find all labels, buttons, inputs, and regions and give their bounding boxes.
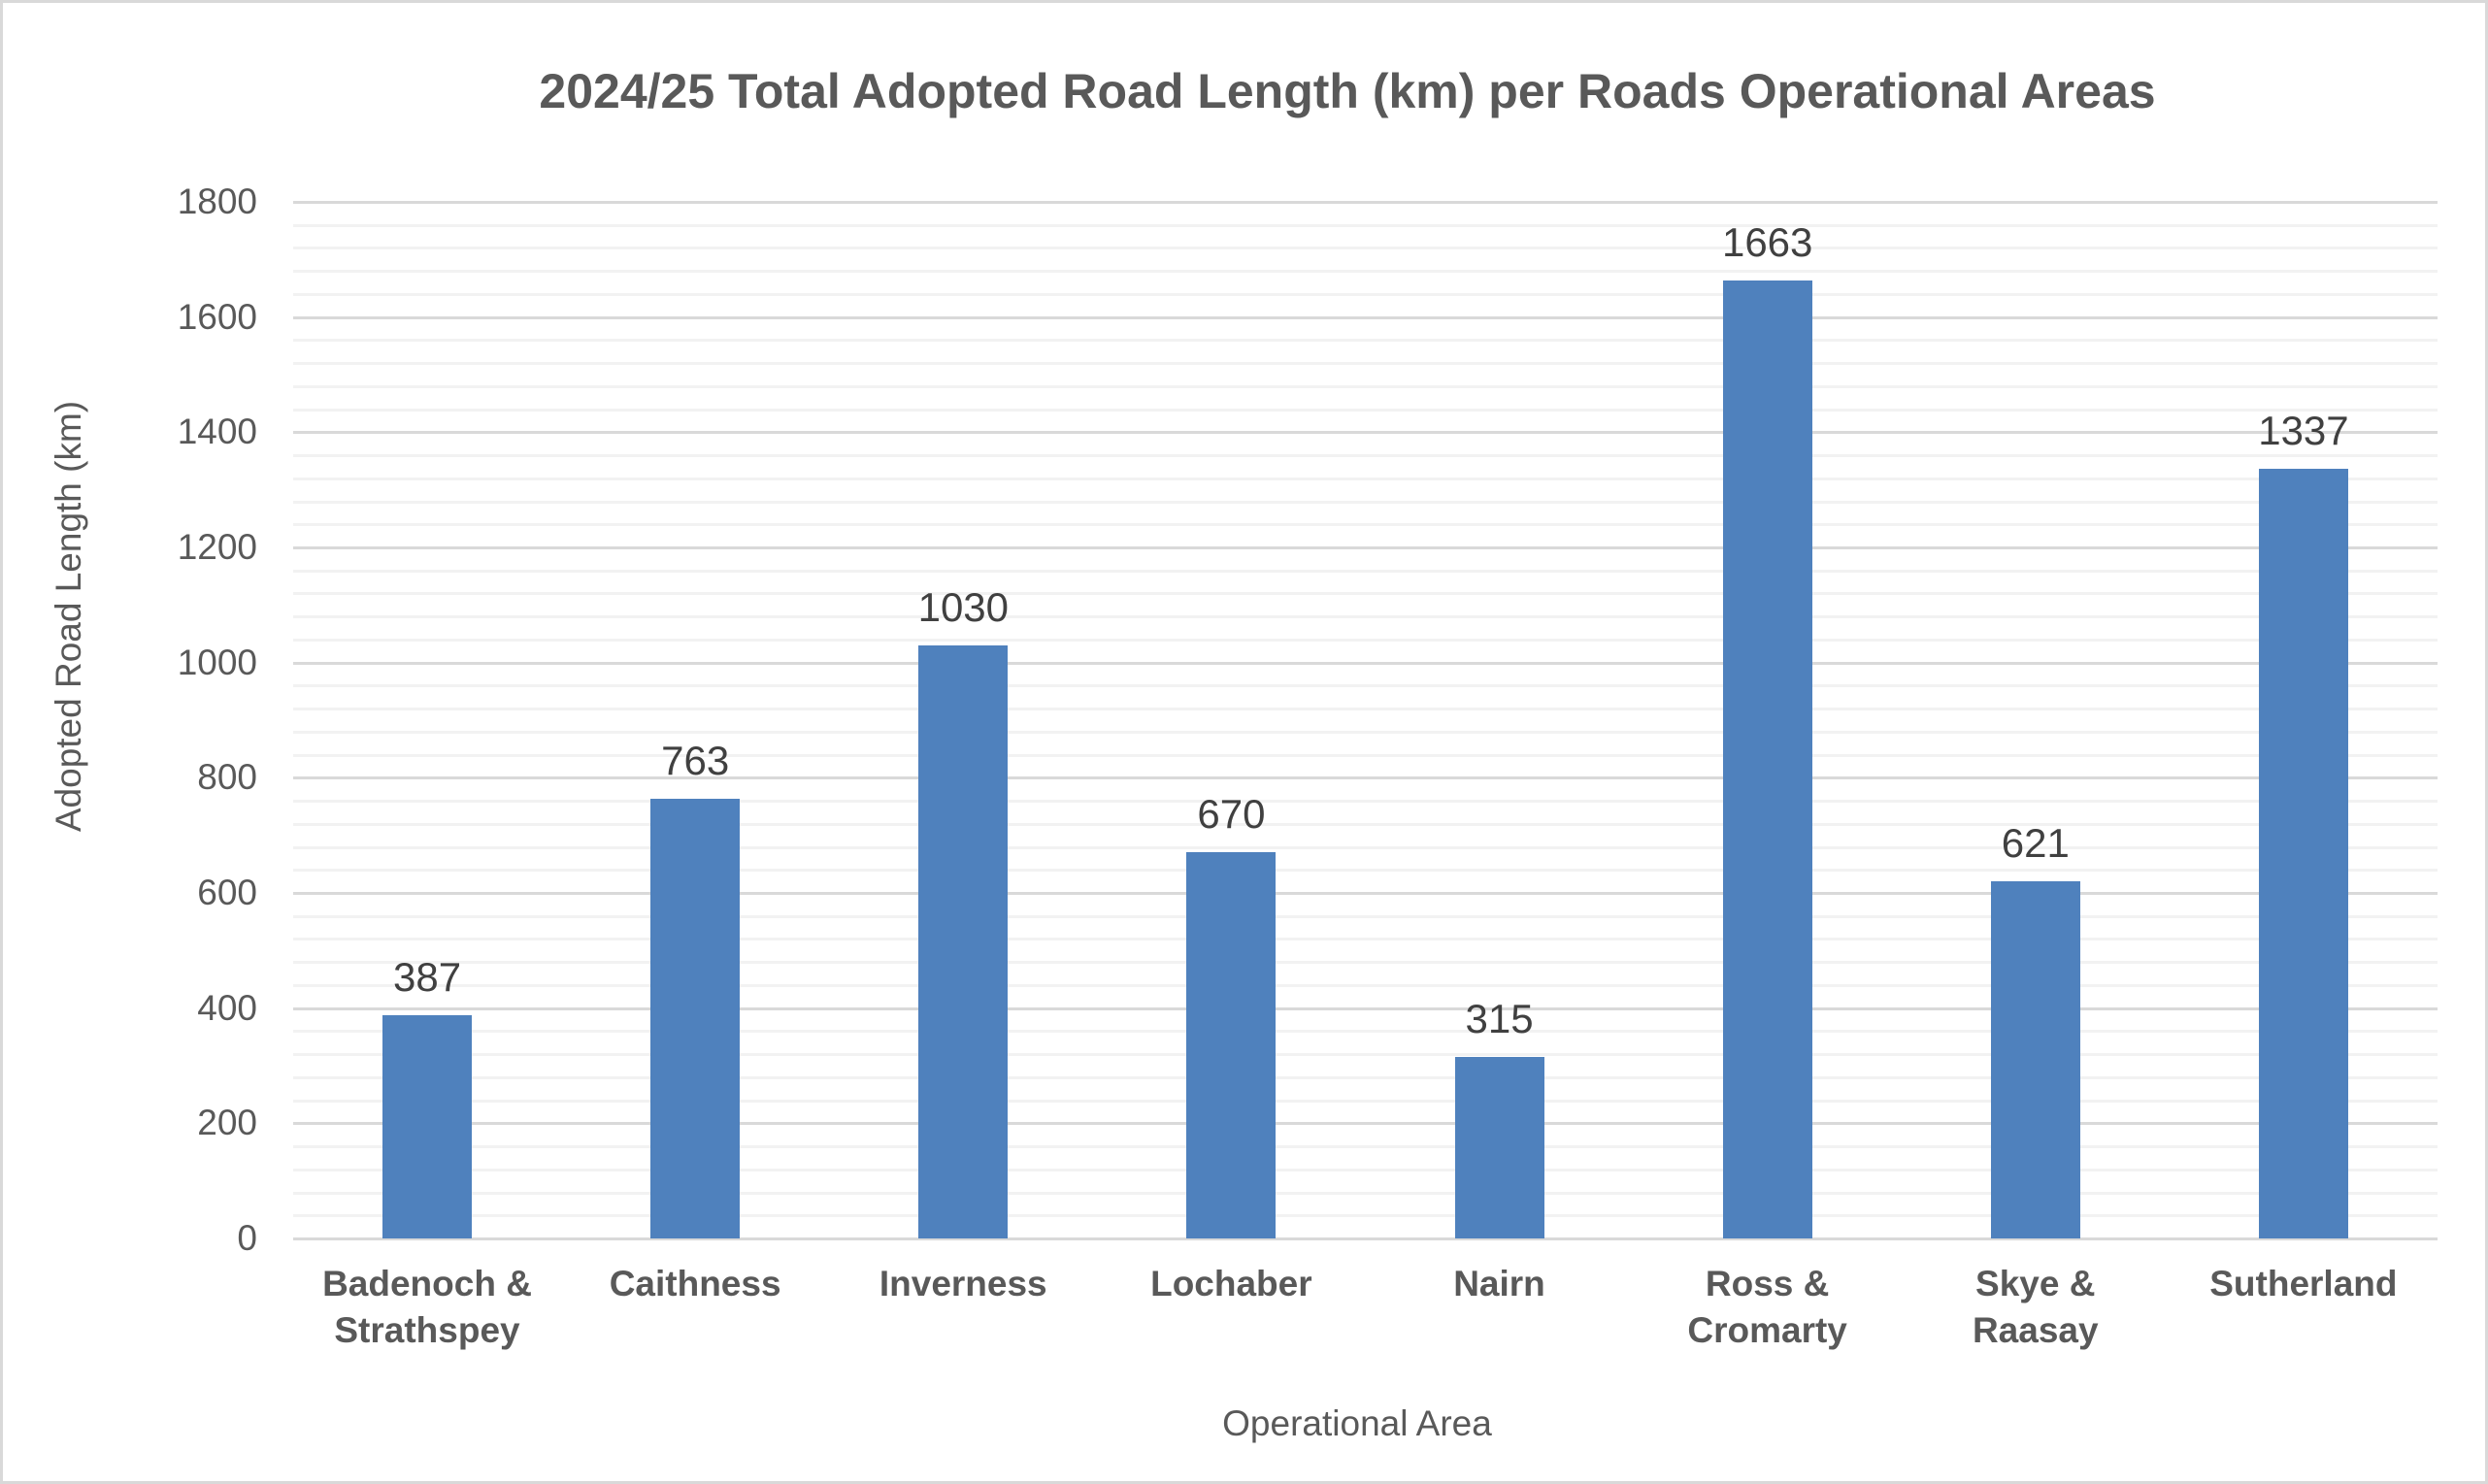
- x-category-label: Skye & Raasay: [1902, 1261, 2170, 1354]
- minor-gridline: [293, 247, 2438, 250]
- data-label: 1337: [2258, 407, 2349, 453]
- y-tick-label: 0: [237, 1218, 257, 1258]
- data-label: 315: [1465, 996, 1534, 1042]
- major-gridline: [293, 1237, 2438, 1240]
- data-label: 763: [661, 738, 730, 784]
- minor-gridline: [293, 500, 2438, 504]
- minor-gridline: [293, 983, 2438, 987]
- minor-gridline: [293, 684, 2438, 688]
- data-label: 1663: [1721, 219, 1813, 266]
- minor-gridline: [293, 914, 2438, 918]
- x-category-label: Badenoch & Strathspey: [293, 1261, 561, 1354]
- y-tick-label: 1000: [177, 642, 257, 682]
- minor-gridline: [293, 638, 2438, 642]
- x-category-label: Lochaber: [1097, 1261, 1365, 1307]
- major-gridline: [293, 892, 2438, 895]
- minor-gridline: [293, 569, 2438, 573]
- bar: [1990, 880, 2080, 1238]
- x-category-label-line: Sutherland: [2209, 1264, 2398, 1303]
- y-tick-label: 1400: [177, 412, 257, 452]
- minor-gridline: [293, 292, 2438, 296]
- bar: [918, 644, 1009, 1238]
- minor-gridline: [293, 938, 2438, 941]
- minor-gridline: [293, 477, 2438, 480]
- chart-title: 2024/25 Total Adopted Road Length (km) p…: [539, 64, 2156, 118]
- minor-gridline: [293, 1099, 2438, 1103]
- minor-gridline: [293, 869, 2438, 873]
- x-category-label-line: Inverness: [879, 1264, 1047, 1303]
- y-tick-label: 800: [197, 757, 257, 798]
- major-gridline: [293, 315, 2438, 319]
- minor-gridline: [293, 961, 2438, 965]
- x-category-label: Caithness: [561, 1261, 829, 1307]
- y-tick-label: 400: [197, 987, 257, 1028]
- data-label: 1030: [917, 583, 1010, 630]
- major-gridline: [293, 201, 2438, 204]
- minor-gridline: [293, 523, 2438, 527]
- bar: [382, 1015, 473, 1238]
- minor-gridline: [293, 1168, 2438, 1171]
- major-gridline: [293, 661, 2438, 665]
- minor-gridline: [293, 753, 2438, 757]
- major-gridline: [293, 546, 2438, 549]
- minor-gridline: [293, 822, 2438, 826]
- minor-gridline: [293, 339, 2438, 343]
- minor-gridline: [293, 408, 2438, 412]
- x-category-label: Nairn: [1366, 1261, 1634, 1307]
- minor-gridline: [293, 1214, 2438, 1218]
- x-category-label-line: Raasay: [1972, 1310, 2099, 1350]
- minor-gridline: [293, 1053, 2438, 1057]
- minor-gridline: [293, 1075, 2438, 1079]
- bar: [2258, 468, 2348, 1238]
- data-label: 621: [2001, 819, 2070, 866]
- x-category-label-line: Badenoch &: [322, 1264, 532, 1303]
- x-category-label: Ross & Cromarty: [1634, 1261, 1902, 1354]
- minor-gridline: [293, 592, 2438, 596]
- x-category-label-line: Lochaber: [1150, 1264, 1312, 1303]
- x-category-label-line: Nairn: [1453, 1264, 1545, 1303]
- bar: [650, 799, 741, 1238]
- minor-gridline: [293, 730, 2438, 734]
- minor-gridline: [293, 1145, 2438, 1149]
- y-tick-label: 600: [197, 873, 257, 912]
- minor-gridline: [293, 708, 2438, 711]
- y-tick-label: 1600: [177, 296, 257, 337]
- bar: [1722, 280, 1812, 1238]
- minor-gridline: [293, 223, 2438, 227]
- minor-gridline: [293, 845, 2438, 849]
- major-gridline: [293, 776, 2438, 780]
- data-label: 387: [393, 954, 462, 1001]
- y-tick-label: 1800: [177, 181, 257, 221]
- x-axis-title: Operational Area: [1222, 1403, 1492, 1443]
- x-category-label: Sutherland: [2170, 1261, 2438, 1307]
- x-category-label: Inverness: [829, 1261, 1097, 1307]
- x-category-label-line: Ross &: [1705, 1264, 1830, 1303]
- bar: [1454, 1057, 1544, 1238]
- y-tick-label: 200: [197, 1103, 257, 1143]
- major-gridline: [293, 431, 2438, 435]
- minor-gridline: [293, 362, 2438, 366]
- bar: [1186, 852, 1277, 1238]
- plot-area: 0 200 400 600 800 1000 1200 1400 1600 1800 387 Bade…: [3, 3, 2485, 1481]
- y-tick-label: 1200: [177, 527, 257, 567]
- minor-gridline: [293, 615, 2438, 619]
- x-category-label-line: Caithness: [609, 1264, 781, 1303]
- x-category-label-line: Strathspey: [334, 1310, 520, 1350]
- major-gridline: [293, 1006, 2438, 1010]
- minor-gridline: [293, 1191, 2438, 1195]
- x-category-label-line: Skye &: [1975, 1264, 2096, 1303]
- minor-gridline: [293, 454, 2438, 458]
- data-label: 670: [1197, 791, 1266, 838]
- x-category-label-line: Cromarty: [1687, 1310, 1847, 1350]
- major-gridline: [293, 1122, 2438, 1126]
- minor-gridline: [293, 384, 2438, 388]
- minor-gridline: [293, 1030, 2438, 1034]
- minor-gridline: [293, 270, 2438, 274]
- minor-gridline: [293, 800, 2438, 804]
